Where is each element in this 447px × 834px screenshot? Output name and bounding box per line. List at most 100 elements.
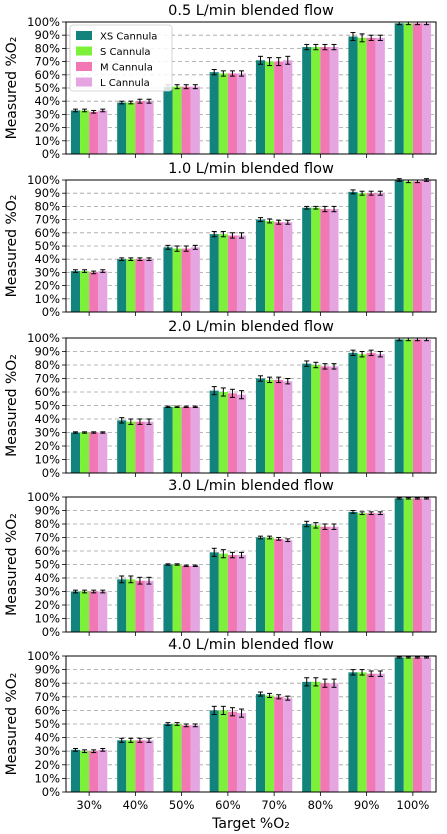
- legend-swatch: [76, 77, 92, 87]
- plot-frame: [65, 655, 437, 793]
- panel-title: 4.0 L/min blended flow: [168, 637, 334, 653]
- bar: [320, 526, 330, 632]
- bar: [172, 248, 182, 312]
- bar: [144, 740, 154, 792]
- bar: [227, 393, 237, 473]
- legend-swatch: [76, 31, 92, 40]
- bar: [320, 366, 330, 473]
- bar: [98, 432, 108, 473]
- bar: [366, 37, 376, 155]
- bar: [394, 498, 404, 632]
- bar: [172, 406, 182, 473]
- y-tick-label: 100%: [27, 490, 60, 504]
- legend-swatch: [76, 46, 92, 56]
- y-tick-label: 60%: [34, 385, 60, 399]
- bar: [274, 222, 284, 312]
- bar: [255, 537, 266, 632]
- x-tick-label: 70%: [261, 798, 287, 812]
- bar: [274, 538, 284, 632]
- bar: [218, 553, 228, 632]
- bar: [209, 552, 219, 632]
- bar: [98, 110, 108, 154]
- y-tick-label: 20%: [34, 758, 60, 772]
- legend: XS Cannula S Cannula M Cannula L Cannula: [69, 24, 173, 92]
- bar: [283, 540, 293, 632]
- legend-label: XS Cannula: [100, 32, 157, 43]
- bar: [236, 555, 247, 632]
- y-tick-label: 80%: [34, 41, 60, 55]
- y-tick-label: 70%: [34, 372, 60, 386]
- bar: [218, 710, 228, 792]
- bar: [255, 60, 266, 154]
- bar: [135, 421, 145, 473]
- y-tick-label: 100%: [27, 15, 60, 29]
- bar: [70, 271, 81, 312]
- bar: [126, 740, 136, 792]
- bar: [89, 111, 99, 154]
- y-tick-label: 30%: [34, 265, 60, 279]
- y-tick-label: 70%: [34, 213, 60, 227]
- bar: [403, 498, 413, 632]
- y-tick-label: 70%: [34, 531, 60, 545]
- bar: [302, 207, 312, 312]
- x-tick-label: 80%: [308, 798, 334, 812]
- bar: [190, 86, 200, 154]
- y-tick-label: 100%: [27, 649, 60, 663]
- bar: [357, 354, 367, 473]
- bar: [320, 209, 330, 312]
- bar: [421, 657, 432, 792]
- bar: [366, 673, 376, 792]
- bar: [172, 564, 182, 632]
- bar: [144, 259, 154, 312]
- x-tick-label: 90%: [354, 798, 380, 812]
- bar: [117, 420, 127, 473]
- y-tick-label: 40%: [34, 731, 60, 745]
- bar: [311, 47, 321, 154]
- y-tick-label: 60%: [34, 68, 60, 82]
- bar: [412, 23, 422, 154]
- bar: [255, 694, 266, 792]
- bar: [348, 511, 358, 632]
- bar: [98, 271, 108, 312]
- y-tick-label: 60%: [34, 226, 60, 240]
- y-tick-label: 20%: [34, 439, 60, 453]
- bar: [274, 61, 284, 154]
- y-tick-label: 10%: [34, 771, 60, 785]
- x-tick-label: 50%: [169, 798, 195, 812]
- bar: [357, 513, 367, 632]
- y-tick-label: 100%: [27, 173, 60, 187]
- bar: [403, 181, 413, 312]
- chart-panel-3: 2.0 L/min blended flow 0%10%20%30%40%50%6…: [4, 319, 437, 480]
- panel-title: 0.5 L/min blended flow: [168, 3, 334, 19]
- bar: [181, 406, 191, 473]
- y-tick-label: 90%: [34, 345, 60, 359]
- bar: [236, 235, 247, 312]
- y-tick-label: 90%: [34, 28, 60, 42]
- bar: [144, 580, 154, 632]
- bar: [209, 710, 219, 792]
- bar: [265, 61, 275, 154]
- bar: [89, 591, 99, 632]
- y-tick-label: 80%: [34, 358, 60, 372]
- chart-panel-1: 0.5 L/min blended flow 0%10%20%30%40%50%6…: [4, 3, 437, 161]
- panel-title: 3.0 L/min blended flow: [168, 478, 334, 494]
- y-tick-label: 10%: [34, 292, 60, 306]
- bar: [126, 579, 136, 632]
- bar: [80, 591, 90, 632]
- y-tick-label: 20%: [34, 279, 60, 293]
- legend-label: L Cannula: [100, 78, 150, 89]
- y-tick-label: 50%: [34, 558, 60, 572]
- bar: [80, 110, 90, 154]
- bar: [227, 711, 237, 792]
- chart-panel-2: 1.0 L/min blended flow 0%10%20%30%40%50%6…: [4, 161, 437, 319]
- bar: [329, 47, 339, 154]
- bar: [117, 102, 127, 154]
- bar: [117, 740, 127, 792]
- bar: [421, 23, 432, 154]
- y-tick-label: 10%: [34, 612, 60, 626]
- legend-label: M Cannula: [100, 63, 153, 74]
- bar: [357, 193, 367, 312]
- bar: [135, 580, 145, 632]
- legend-swatch: [76, 62, 92, 71]
- plot-frame: [65, 337, 437, 474]
